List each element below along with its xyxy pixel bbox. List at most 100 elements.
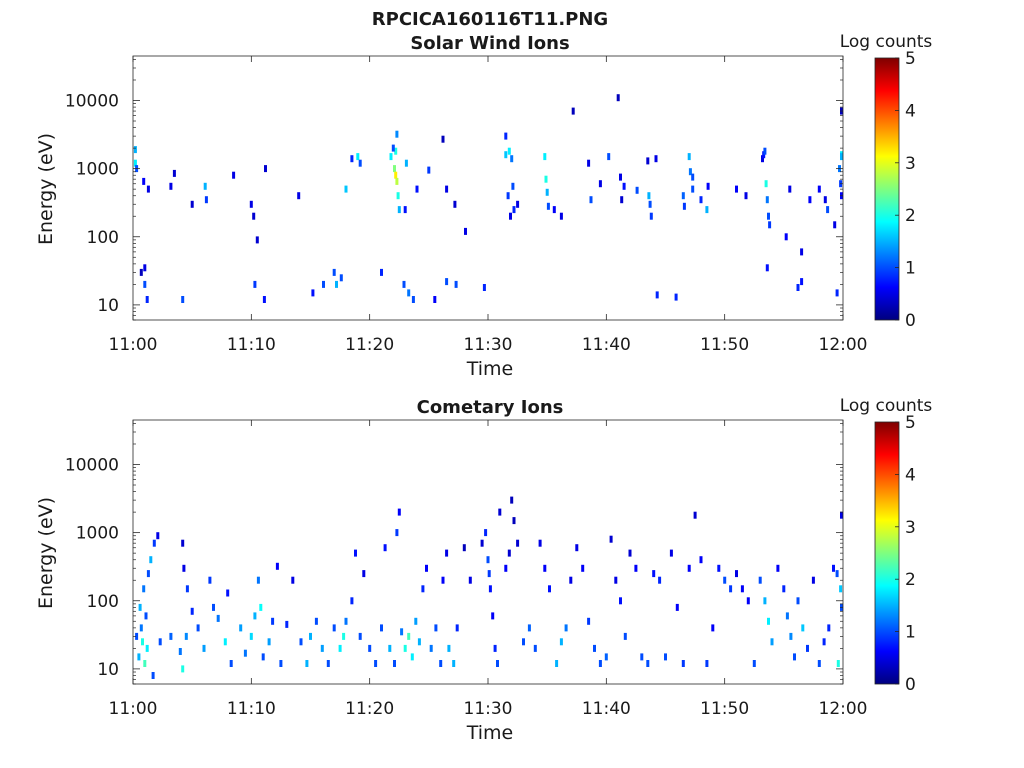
heatmap-cell (822, 638, 826, 646)
heatmap-cell (569, 576, 573, 584)
colorbar-label: Log counts (840, 32, 933, 52)
axes: 11:00 11:10 11:20 11:30 11:40 11:50 12:00 10 100… (65, 419, 868, 719)
heatmap-cell (620, 196, 624, 204)
heatmap-cell (796, 284, 800, 291)
heatmap-cell (765, 196, 769, 204)
heatmap-cell (253, 280, 257, 288)
colorbar-label: Log counts (840, 396, 933, 416)
heatmap-cell (811, 576, 815, 584)
heatmap-cell (407, 632, 411, 640)
heatmap-cell (635, 186, 639, 194)
heatmap-cell (788, 185, 792, 193)
heatmap-cell (229, 660, 233, 667)
heatmap-cell (839, 585, 843, 593)
heatmap-cell (445, 549, 449, 557)
heatmap-cell (445, 278, 449, 286)
heatmap-cell (139, 268, 143, 276)
colorbar-tick-label: 5 (905, 413, 916, 433)
y-tick-label: 1000 (76, 524, 119, 544)
heatmap-cell (511, 182, 515, 190)
x-tick-label: 11:20 (345, 699, 394, 719)
heatmap-cell (223, 638, 227, 646)
heatmap-cell (763, 147, 767, 155)
x-tick-label: 11:10 (227, 699, 276, 719)
heatmap-cell (335, 280, 338, 288)
colorbar-tick-label: 1 (905, 259, 916, 279)
heatmap-cell (654, 155, 658, 163)
axes: 11:00 11:10 11:20 11:30 11:40 11:50 12:00 10 100… (65, 55, 868, 355)
heatmap-cell (655, 291, 659, 299)
heatmap-cell (545, 188, 549, 196)
heatmap-cell (383, 544, 387, 552)
heatmap-cell (261, 653, 265, 661)
heatmap-cell (402, 280, 406, 288)
heatmap-cell (806, 644, 809, 652)
heatmap-cell (212, 603, 215, 611)
heatmap-cell (767, 212, 770, 220)
y-axis-label: Energy (eV) (35, 497, 57, 609)
heatmap-cell (752, 660, 756, 667)
heatmap-cell (682, 202, 686, 210)
heatmap-cell (309, 632, 312, 640)
heatmap-cell (400, 628, 404, 636)
heatmap-cell (765, 264, 769, 272)
heatmap-cell (249, 632, 253, 640)
heatmap-cell (137, 653, 141, 661)
heatmap-cell (433, 296, 437, 303)
heatmap-cell (259, 603, 263, 611)
heatmap-cell (291, 576, 295, 584)
heatmap-cell (675, 603, 679, 611)
heatmap-cell (403, 644, 407, 652)
heatmap-cell (299, 638, 303, 646)
heatmap-cell (504, 564, 508, 572)
heatmap-cell (768, 221, 772, 229)
heatmap-cell (687, 153, 691, 161)
heatmap-cell (504, 132, 508, 140)
heatmap-cell (691, 185, 695, 193)
heatmap-cell (496, 660, 499, 667)
heatmap-cell (388, 644, 392, 652)
heatmap-cell (314, 617, 318, 625)
heatmap-cell (464, 227, 467, 235)
x-tick-label: 11:30 (464, 699, 513, 719)
heatmap-cell (552, 206, 556, 214)
heatmap-cell (616, 94, 620, 102)
x-tick-label: 11:00 (109, 699, 158, 719)
heatmap-cell (493, 644, 497, 652)
heatmap-cell (429, 644, 433, 652)
heatmap-cell (182, 564, 186, 572)
heatmap-cell (185, 585, 189, 593)
heatmap-cell (548, 585, 551, 593)
heatmap-cell (344, 617, 348, 625)
heatmap-cell (826, 206, 830, 214)
heatmap-cell (507, 147, 511, 155)
heatmap-cell (817, 660, 821, 667)
heatmap-cell (607, 153, 611, 161)
heatmap-cell (455, 624, 459, 632)
heatmap-cell (527, 624, 531, 632)
heatmap-cell (143, 280, 147, 288)
heatmap-cell (796, 597, 800, 605)
heatmap-cell (604, 653, 608, 661)
heatmap-cell (705, 660, 709, 667)
heatmap-cell (767, 617, 770, 625)
heatmap-cell (723, 576, 727, 584)
heatmap-cell (144, 612, 148, 620)
heatmap-cell (647, 192, 651, 200)
heatmap-cell (784, 233, 788, 241)
heatmap-cell (169, 632, 173, 640)
colorbar-tick-label: 3 (905, 518, 916, 538)
y-tick-label: 10000 (65, 456, 119, 476)
heatmap-cell (717, 564, 721, 572)
colorbar-tick-label: 0 (905, 675, 916, 695)
heatmap-cell (404, 159, 408, 167)
heatmap-cell (146, 570, 150, 578)
heatmap-cell (445, 185, 449, 193)
heatmap-cell (699, 196, 703, 204)
heatmap-marks (133, 94, 843, 303)
heatmap-cell (744, 192, 748, 200)
heatmap-cell (172, 169, 176, 177)
heatmap-cell (482, 284, 486, 291)
heatmap-cell (271, 617, 275, 625)
heatmap-cell (729, 585, 733, 593)
